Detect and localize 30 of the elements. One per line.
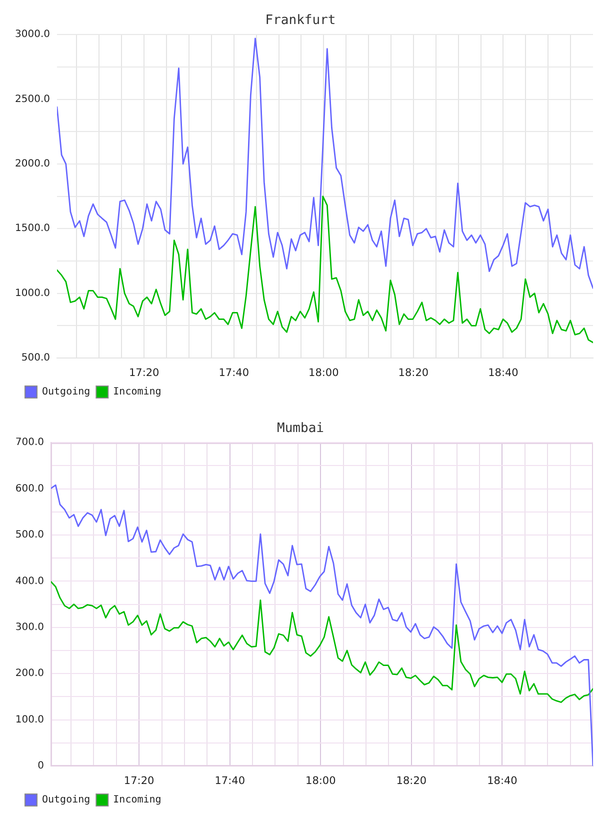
y-tick-label: 400.0 [15, 576, 44, 587]
y-tick-label: 2500.0 [15, 94, 50, 105]
y-tick-label: 300.0 [15, 622, 44, 633]
x-tick-label: 18:20 [398, 367, 429, 380]
x-tick-label: 17:40 [214, 775, 245, 788]
y-tick-label: 200.0 [15, 668, 44, 680]
x-tick-label: 17:20 [124, 775, 154, 788]
chart-title: Frankfurt [265, 13, 336, 28]
legend-label: Incoming [113, 794, 162, 806]
y-tick-label: 500.0 [15, 530, 44, 541]
x-tick-label: 18:40 [488, 367, 518, 380]
x-tick-label: 18:00 [306, 775, 336, 788]
chart-title: Mumbai [277, 421, 324, 436]
y-tick-label: 700.0 [15, 437, 44, 448]
x-tick-label: 18:20 [396, 775, 427, 788]
y-tick-label: 500.0 [21, 352, 50, 364]
legend-label: Outgoing [42, 794, 90, 806]
y-tick-label: 1000.0 [15, 288, 50, 299]
x-tick-label: 18:40 [487, 775, 518, 788]
y-tick-label: 2000.0 [15, 158, 50, 170]
y-tick-label: 3000.0 [15, 29, 50, 40]
y-tick-label: 0 [38, 760, 44, 772]
y-tick-label: 100.0 [15, 714, 44, 726]
y-tick-label: 600.0 [15, 483, 44, 494]
legend-label: Incoming [113, 386, 162, 398]
x-tick-label: 17:20 [128, 367, 160, 380]
x-tick-label: 17:40 [218, 367, 250, 380]
y-tick-label: 1500.0 [15, 223, 50, 234]
x-tick-label: 18:00 [308, 367, 339, 380]
legend-label: Outgoing [42, 386, 90, 398]
